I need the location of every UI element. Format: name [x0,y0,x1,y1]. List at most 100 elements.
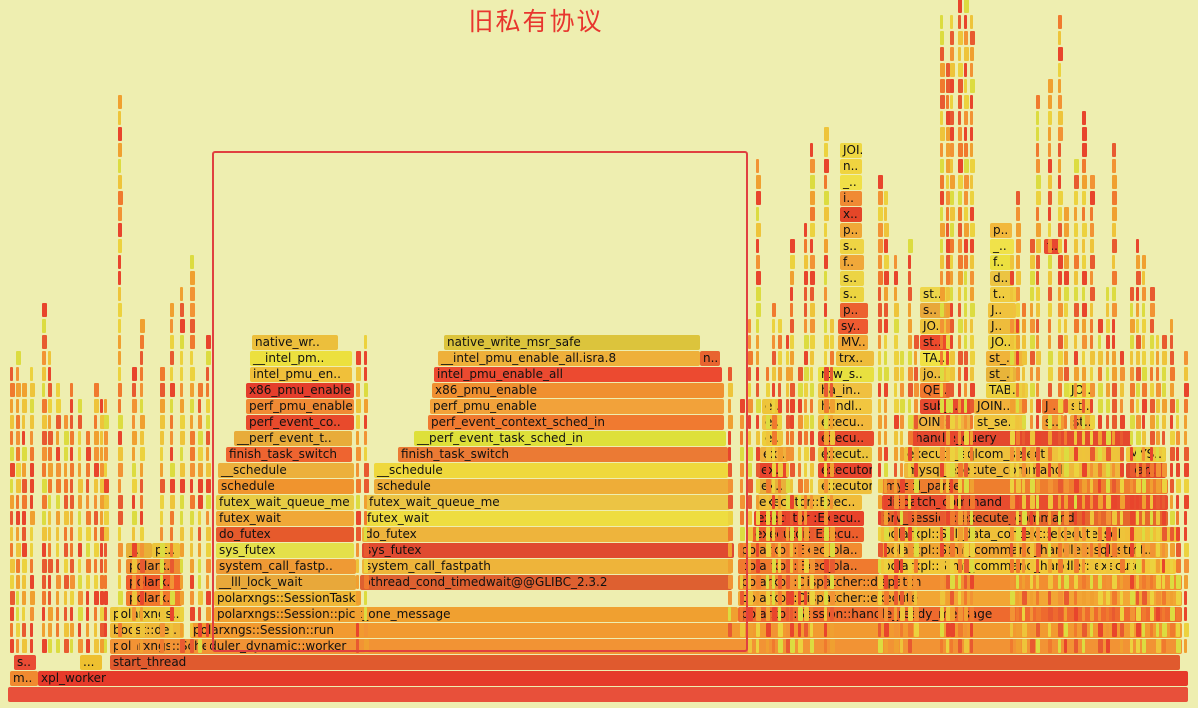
flame-sliver[interactable] [1184,607,1187,621]
flame-sliver[interactable] [728,383,733,397]
flame-sliver[interactable] [940,383,943,397]
flame-sliver[interactable] [772,511,776,525]
flame-sliver[interactable] [950,95,953,109]
flame-sliver[interactable] [946,447,950,461]
flame-sliver[interactable] [728,495,733,509]
flame-sliver[interactable] [958,463,963,477]
flame-sliver[interactable] [1136,575,1139,589]
flame-sliver[interactable] [810,431,814,445]
flame-sliver[interactable] [140,511,143,525]
flame-sliver[interactable] [70,463,74,477]
flame-sliver[interactable] [140,543,144,557]
flame-sliver[interactable] [94,559,97,573]
flame-frame[interactable]: finish_task_switch [226,447,352,462]
flame-sliver[interactable] [786,511,791,525]
flame-sliver[interactable] [1074,399,1079,413]
flame-sliver[interactable] [1098,607,1101,621]
flame-sliver[interactable] [1048,335,1051,349]
flame-sliver[interactable] [1106,511,1111,525]
flame-sliver[interactable] [798,479,803,493]
flame-sliver[interactable] [940,63,945,77]
flame-sliver[interactable] [940,543,944,557]
flame-sliver[interactable] [42,543,46,557]
flame-sliver[interactable] [1184,479,1189,493]
flame-sliver[interactable] [1112,367,1117,381]
flame-sliver[interactable] [42,431,47,445]
flame-sliver[interactable] [804,383,808,397]
flame-sliver[interactable] [56,527,59,541]
flame-sliver[interactable] [1030,399,1033,413]
flame-frame[interactable]: polarxngs::Session::pick_one_message [214,607,738,622]
flame-sliver[interactable] [946,207,949,221]
flame-sliver[interactable] [1090,623,1093,637]
flame-sliver[interactable] [830,479,833,493]
flame-sliver[interactable] [1016,367,1020,381]
flame-sliver[interactable] [1022,591,1027,605]
flame-sliver[interactable] [950,207,955,221]
flame-sliver[interactable] [16,623,20,637]
flame-sliver[interactable] [908,415,913,429]
flame-sliver[interactable] [914,639,917,653]
flame-sliver[interactable] [1130,543,1134,557]
flame-sliver[interactable] [766,399,770,413]
flame-sliver[interactable] [940,575,944,589]
flame-sliver[interactable] [364,463,369,477]
flame-sliver[interactable] [958,319,963,333]
flame-sliver[interactable] [830,319,834,333]
flame-sliver[interactable] [1048,495,1053,509]
flame-sliver[interactable] [1022,511,1027,525]
flame-sliver[interactable] [1150,591,1154,605]
flame-sliver[interactable] [786,543,789,557]
flame-sliver[interactable] [206,527,211,541]
flame-sliver[interactable] [22,463,26,477]
flame-sliver[interactable] [1090,399,1093,413]
flame-sliver[interactable] [56,511,60,525]
flame-frame[interactable]: d.. [990,271,1014,286]
flame-sliver[interactable] [950,271,953,285]
flame-sliver[interactable] [1150,399,1155,413]
flame-sliver[interactable] [1036,335,1039,349]
flame-sliver[interactable] [950,335,953,349]
flame-sliver[interactable] [1090,319,1093,333]
flame-sliver[interactable] [946,511,951,525]
flame-sliver[interactable] [1142,479,1146,493]
flame-frame[interactable]: __schedule [374,463,728,478]
flame-sliver[interactable] [22,479,27,493]
flame-sliver[interactable] [1150,527,1153,541]
flame-frame[interactable]: sy.. [838,319,868,334]
flame-sliver[interactable] [1136,255,1140,269]
flame-sliver[interactable] [894,623,899,637]
flame-sliver[interactable] [958,591,961,605]
flame-sliver[interactable] [1162,495,1165,509]
flame-sliver[interactable] [1112,623,1117,637]
flame-sliver[interactable] [180,335,184,349]
flame-sliver[interactable] [1106,543,1109,557]
flame-sliver[interactable] [1170,447,1175,461]
flame-sliver[interactable] [1130,623,1134,637]
flame-sliver[interactable] [140,559,145,573]
flame-sliver[interactable] [748,479,753,493]
flame-sliver[interactable] [756,527,759,541]
flame-sliver[interactable] [786,607,789,621]
flame-sliver[interactable] [64,479,68,493]
flame-sliver[interactable] [884,607,888,621]
flame-sliver[interactable] [810,255,815,269]
flame-sliver[interactable] [772,303,776,317]
flame-sliver[interactable] [1106,463,1110,477]
flame-sliver[interactable] [798,463,801,477]
flame-sliver[interactable] [1048,399,1052,413]
flame-sliver[interactable] [958,191,962,205]
flame-sliver[interactable] [900,399,905,413]
flame-sliver[interactable] [1074,159,1079,173]
flame-sliver[interactable] [1142,639,1146,653]
flame-sliver[interactable] [1120,367,1125,381]
flame-sliver[interactable] [946,303,951,317]
flame-sliver[interactable] [100,479,105,493]
flame-sliver[interactable] [364,351,367,365]
flame-sliver[interactable] [160,431,164,445]
flame-sliver[interactable] [170,575,174,589]
flame-sliver[interactable] [1016,495,1019,509]
flame-sliver[interactable] [16,399,19,413]
flame-sliver[interactable] [104,543,107,557]
flame-sliver[interactable] [1098,367,1102,381]
